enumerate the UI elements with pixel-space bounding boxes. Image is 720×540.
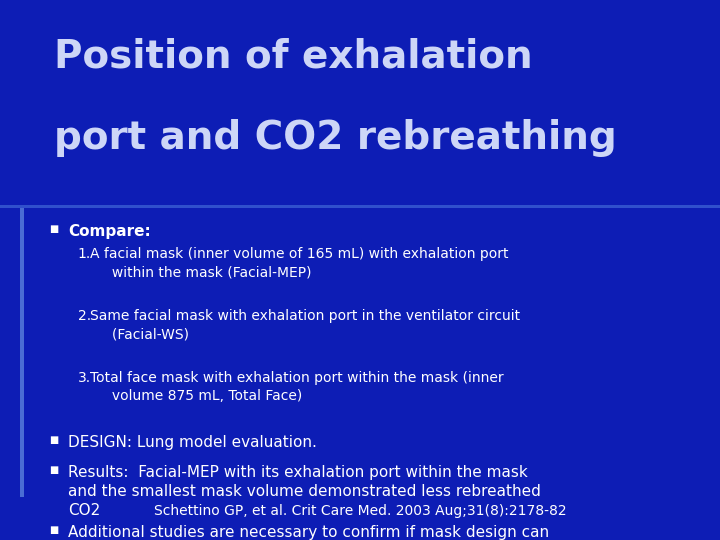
Text: 1.: 1. xyxy=(78,247,91,261)
Text: A facial mask (inner volume of 165 mL) with exhalation port
     within the mask: A facial mask (inner volume of 165 mL) w… xyxy=(90,247,508,279)
Text: Compare:: Compare: xyxy=(68,224,151,239)
Text: ■: ■ xyxy=(49,464,58,475)
Text: Position of exhalation: Position of exhalation xyxy=(54,38,533,76)
Text: Results:  Facial-MEP with its exhalation port within the mask
and the smallest m: Results: Facial-MEP with its exhalation … xyxy=(68,464,541,518)
Text: Additional studies are necessary to confirm if mask design can
clinically affect: Additional studies are necessary to conf… xyxy=(68,525,549,540)
Text: port and CO2 rebreathing: port and CO2 rebreathing xyxy=(54,119,617,157)
Bar xyxy=(0,205,720,208)
Text: Same facial mask with exhalation port in the ventilator circuit
     (Facial-WS): Same facial mask with exhalation port in… xyxy=(90,309,520,341)
Text: DESIGN: Lung model evaluation.: DESIGN: Lung model evaluation. xyxy=(68,435,318,450)
Text: ■: ■ xyxy=(49,224,58,234)
Text: Schettino GP, et al. Crit Care Med. 2003 Aug;31(8):2178-82: Schettino GP, et al. Crit Care Med. 2003… xyxy=(153,504,567,518)
Text: Total face mask with exhalation port within the mask (inner
     volume 875 mL, : Total face mask with exhalation port wit… xyxy=(90,371,503,403)
Text: 3.: 3. xyxy=(78,371,91,385)
Bar xyxy=(20,208,24,497)
Text: ■: ■ xyxy=(49,525,58,535)
Text: 2.: 2. xyxy=(78,309,91,323)
Text: ■: ■ xyxy=(49,435,58,445)
